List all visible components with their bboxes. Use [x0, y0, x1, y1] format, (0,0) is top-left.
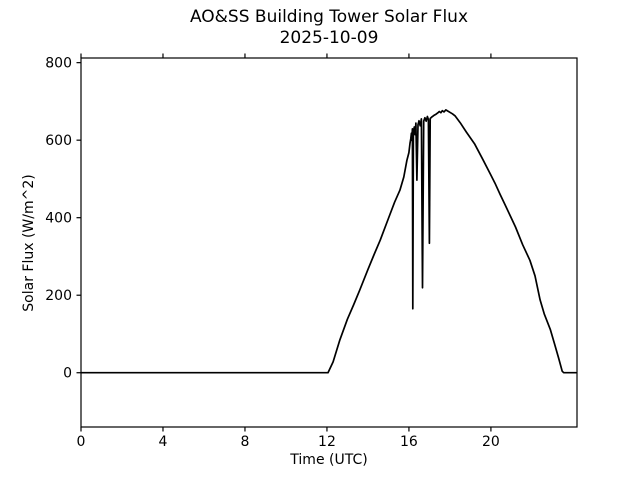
- x-tick-label: 8: [241, 434, 250, 450]
- x-tick-label: 0: [77, 434, 86, 450]
- x-tick-label: 20: [482, 434, 500, 450]
- y-tick-label: 400: [45, 211, 72, 227]
- chart-title: AO&SS Building Tower Solar Flux: [189, 7, 469, 27]
- y-tick-label: 600: [45, 133, 72, 149]
- y-tick-label: 200: [45, 288, 72, 304]
- solar-flux-line: [80, 109, 577, 374]
- x-tick-label: 4: [159, 434, 168, 450]
- y-tick-label: 0: [63, 366, 72, 382]
- chart-title-block: AO&SS Building Tower Solar Flux 2025-10-…: [81, 7, 577, 49]
- y-tick-label: 800: [45, 56, 72, 72]
- chart-subtitle: 2025-10-09: [279, 28, 379, 48]
- x-tick-label: 16: [400, 434, 418, 450]
- x-axis-label: Time (UTC): [290, 452, 368, 468]
- axes-spines: [80, 57, 578, 428]
- x-tick-label: 12: [318, 434, 336, 450]
